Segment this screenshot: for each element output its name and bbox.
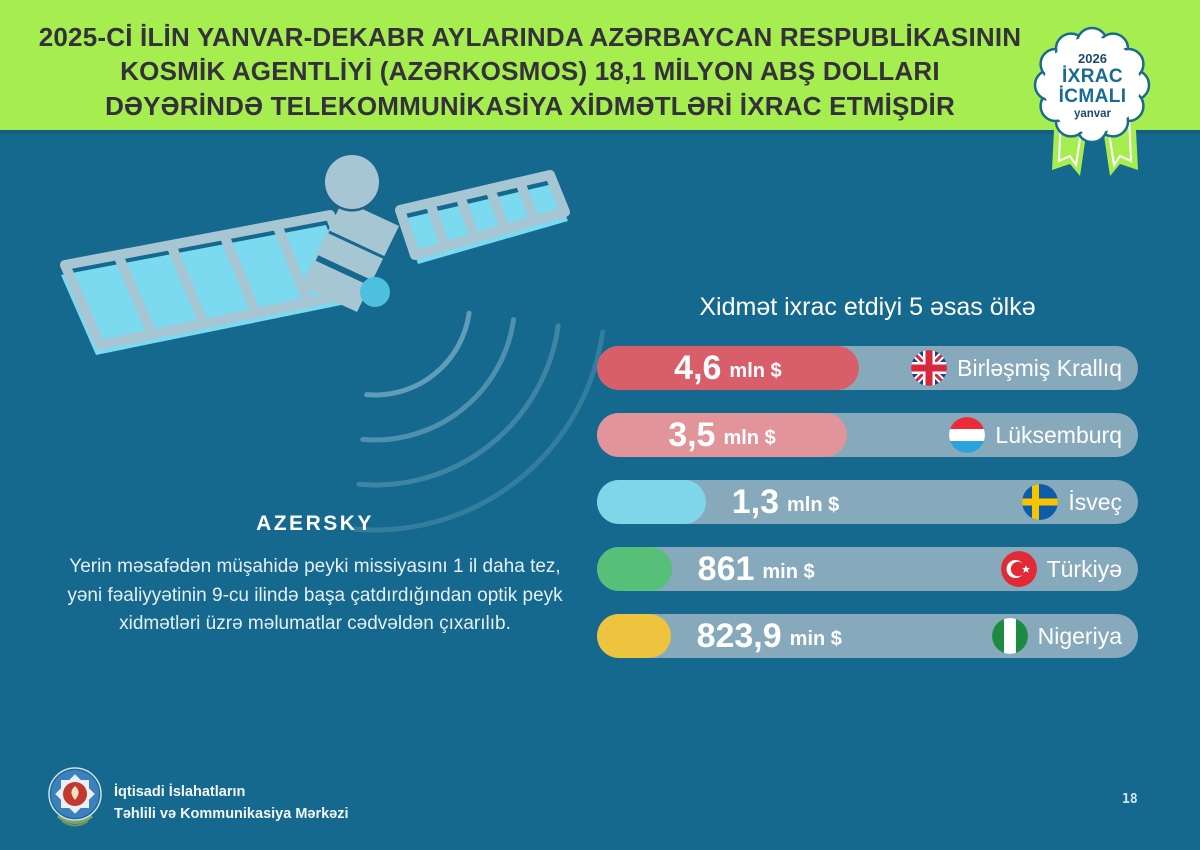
badge-month: yanvar bbox=[1073, 108, 1112, 120]
title-line-3: DƏYƏRİNDƏ TELEKOMMUNİKASİYA XİDMƏTLƏRİ İ… bbox=[105, 90, 955, 121]
badge-title-line2: İCMALI bbox=[1058, 85, 1127, 107]
bar-value-number: 861 bbox=[697, 549, 755, 588]
bar-value: 4,6 mln $ bbox=[597, 346, 859, 390]
bar-country-group: İsveç bbox=[1022, 480, 1122, 524]
bar-fill bbox=[597, 480, 706, 524]
bar-value-unit: mln $ bbox=[729, 359, 782, 382]
bar-value: 823,9 min $ bbox=[697, 614, 842, 658]
badge-title-line1: İXRAC bbox=[1061, 66, 1124, 88]
bar-country-group: Lüksemburq bbox=[949, 413, 1122, 457]
bar-value-unit: min $ bbox=[762, 560, 815, 583]
badge-text: 2026 İXRAC İCMALI yanvar bbox=[1030, 52, 1155, 121]
country-bar-row: 861 min $ Türkiyə bbox=[597, 547, 1138, 591]
badge-year: 2026 bbox=[1078, 51, 1107, 66]
country-bar-row: 4,6 mln $ Birləşmiş Krallıq bbox=[597, 346, 1138, 390]
nigeria-flag-icon bbox=[991, 618, 1028, 654]
satellite-illustration bbox=[60, 155, 606, 533]
bar-value-unit: mln $ bbox=[723, 426, 776, 449]
bar-list: 4,6 mln $ Birləşmiş Krallıq 3,5 mln $ Lü… bbox=[597, 346, 1138, 658]
country-bar-row: 823,9 min $ Nigeriya bbox=[597, 614, 1138, 658]
organization-name: İqtisadi İslahatların Təhlili və Kommuni… bbox=[114, 782, 349, 826]
chart-title: Xidmət ixrac etdiyi 5 əsas ölkə bbox=[699, 293, 1036, 321]
bar-fill bbox=[597, 346, 859, 390]
page-number: 18 bbox=[1122, 792, 1138, 807]
bar-value-unit: min $ bbox=[789, 627, 842, 650]
page-title: 2025-Cİ İLİN YANVAR-DEKABR AYLARINDA AZƏ… bbox=[0, 0, 1200, 123]
luxembourg-flag-icon bbox=[949, 417, 986, 453]
country-bar-row: 1,3 mln $ İsveç bbox=[597, 480, 1138, 524]
title-line-1: 2025-Cİ İLİN YANVAR-DEKABR AYLARINDA AZƏ… bbox=[38, 22, 1022, 52]
country-label: Türkiyə bbox=[1046, 555, 1122, 582]
bar-value-number: 823,9 bbox=[696, 616, 782, 655]
bar-fill bbox=[597, 413, 847, 457]
uk-flag-icon bbox=[911, 350, 948, 386]
export-review-badge: 2026 İXRAC İCMALI yanvar bbox=[1030, 26, 1155, 186]
bar-country-group: Nigeriya bbox=[991, 614, 1122, 658]
bar-value-number: 3,5 bbox=[668, 415, 716, 454]
bar-fill bbox=[597, 547, 672, 591]
export-countries-chart: Xidmət ixrac etdiyi 5 əsas ölkə 4,6 mln … bbox=[597, 293, 1138, 681]
title-line-2: KOSMİK AGENTLİYİ (AZƏRKOSMOS) 18,1 MİLYO… bbox=[120, 56, 940, 87]
country-label: Birləşmiş Krallıq bbox=[957, 354, 1122, 381]
turkey-flag-icon bbox=[1000, 551, 1037, 587]
bar-fill bbox=[597, 614, 671, 658]
satellite-name-label: AZERSKY bbox=[256, 512, 374, 535]
bar-value: 3,5 mln $ bbox=[597, 413, 847, 457]
bar-value-number: 1,3 bbox=[731, 482, 779, 521]
country-label: Nigeriya bbox=[1037, 622, 1122, 649]
country-label: İsveç bbox=[1068, 488, 1122, 515]
bar-country-group: Türkiyə bbox=[1000, 547, 1122, 591]
header-divider bbox=[0, 130, 1200, 134]
bar-value: 861 min $ bbox=[698, 547, 815, 591]
bar-value: 1,3 mln $ bbox=[732, 480, 840, 524]
organization-logo bbox=[48, 767, 102, 827]
bar-country-group: Birləşmiş Krallıq bbox=[911, 346, 1122, 390]
org-name-line1: İqtisadi İslahatların bbox=[114, 784, 246, 800]
country-label: Lüksemburq bbox=[995, 421, 1122, 448]
sweden-flag-icon bbox=[1022, 484, 1059, 520]
bar-value-number: 4,6 bbox=[674, 348, 722, 387]
org-name-line2: Təhlili və Kommunikasiya Mərkəzi bbox=[114, 805, 349, 822]
badge-rosette-icon bbox=[1033, 26, 1151, 144]
header-banner: 2025-Cİ İLİN YANVAR-DEKABR AYLARINDA AZƏ… bbox=[0, 0, 1200, 130]
bar-value-unit: mln $ bbox=[787, 493, 840, 516]
country-bar-row: 3,5 mln $ Lüksemburq bbox=[597, 413, 1138, 457]
note-text: Yerin məsafədən müşahidə peyki missiyası… bbox=[67, 556, 563, 634]
signal-waves-icon bbox=[352, 310, 606, 533]
